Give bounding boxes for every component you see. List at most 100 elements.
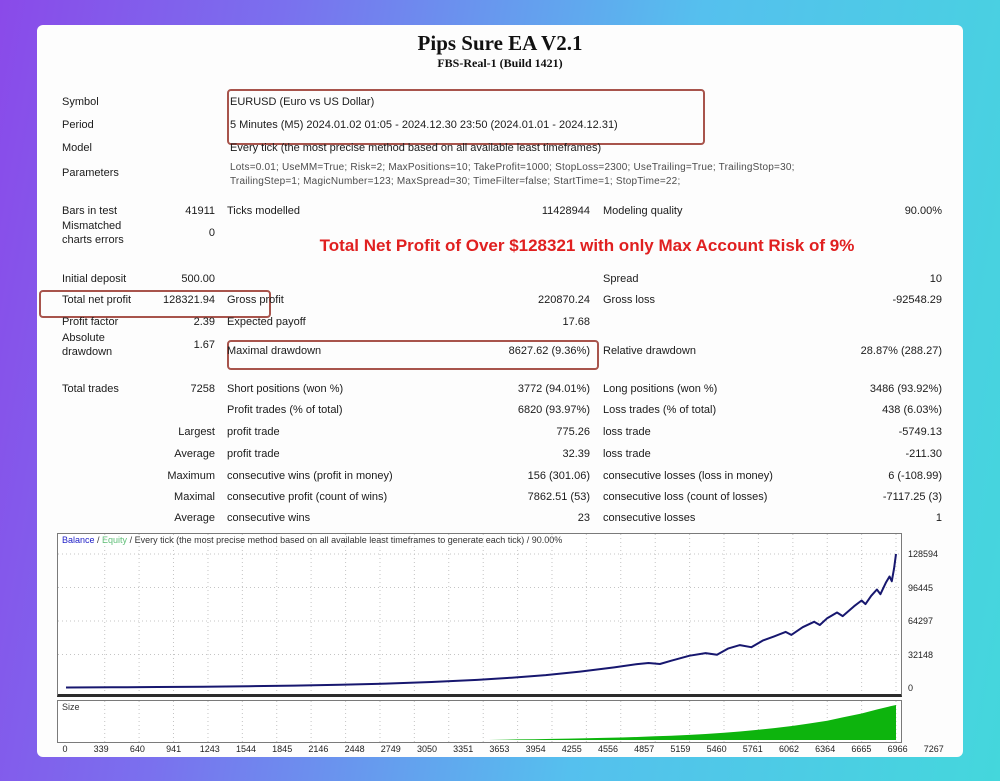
x-tick-label: 6665 xyxy=(851,744,872,754)
y-tick-label: 32148 xyxy=(908,649,934,660)
maximal-drawdown-value: 8627.62 (9.36%) xyxy=(508,345,590,357)
consec-losses-money-label: consecutive losses (loss in money) xyxy=(603,470,773,482)
maximal-label: Maximal xyxy=(174,491,215,503)
x-tick-label: 2448 xyxy=(344,744,365,754)
relative-drawdown-label: Relative drawdown xyxy=(603,345,696,357)
gross-profit-label: Gross profit xyxy=(227,294,284,306)
gross-loss-value: -92548.29 xyxy=(892,294,942,306)
total-net-profit-value: 128321.94 xyxy=(163,294,215,306)
period-label: Period xyxy=(62,119,94,131)
absolute-drawdown-value: 1.67 xyxy=(193,339,215,351)
profit-factor-row: Profit factor 2.39 Expected payoff 17.68 xyxy=(37,316,963,331)
parameters-value-line1: Lots=0.01; UseMM=True; Risk=2; MaxPositi… xyxy=(230,162,795,173)
x-tick-label: 6966 xyxy=(887,744,908,754)
x-tick-label: 5159 xyxy=(670,744,691,754)
lot-size-bars xyxy=(66,701,897,742)
bars-in-test-row: Bars in test 41911 Ticks modelled 114289… xyxy=(37,205,963,220)
report-title: Pips Sure EA V2.1 xyxy=(417,31,583,55)
bars-in-test-value: 41911 xyxy=(185,205,215,217)
legend-balance: Balance xyxy=(62,535,95,545)
symbol-label: Symbol xyxy=(62,96,99,108)
long-positions-value: 3486 (93.92%) xyxy=(869,383,942,395)
modelling-quality-value: 90.00% xyxy=(904,205,942,217)
x-tick-label: 3954 xyxy=(525,744,546,754)
expected-payoff-value: 17.68 xyxy=(562,316,590,328)
mismatched-value: 0 xyxy=(208,227,215,239)
x-tick-label: 1845 xyxy=(272,744,293,754)
consec-wins-money-label: consecutive wins (profit in money) xyxy=(227,470,393,482)
x-tick-label: 941 xyxy=(166,744,182,754)
bars-in-test-label: Bars in test xyxy=(62,205,118,217)
x-tick-label: 1243 xyxy=(199,744,220,754)
x-tick-label: 640 xyxy=(129,744,145,754)
loss-trades-value: 438 (6.03%) xyxy=(882,404,942,416)
profit-trades-value: 6820 (93.97%) xyxy=(517,404,590,416)
ticks-modelled-value: 11428944 xyxy=(541,205,590,217)
largest-profit-trade-value: 775.26 xyxy=(556,426,590,438)
maximum-label: Maximum xyxy=(167,470,215,482)
drawdown-row: Absolute drawdown 1.67 Maximal drawdown … xyxy=(37,332,963,358)
avg-consec-wins-label: consecutive wins xyxy=(227,512,311,524)
parameters-value-line2: TrailingStep=1; MagicNumber=123; MaxSpre… xyxy=(230,176,681,187)
avg-consec-losses-label: consecutive losses xyxy=(603,512,696,524)
y-tick-label: 64297 xyxy=(908,616,934,626)
legend-equity: Equity xyxy=(102,535,128,545)
largest-profit-trade-label: profit trade xyxy=(227,426,280,438)
symbol-row: Symbol EURUSD (Euro vs US Dollar) xyxy=(37,96,963,111)
initial-deposit-row: Initial deposit 500.00 Spread 10 xyxy=(37,273,963,288)
modelling-quality-label: Modeling quality xyxy=(603,205,683,217)
avg-consec-wins-value: 23 xyxy=(577,512,590,524)
avg-consec-losses-value: 1 xyxy=(935,512,942,524)
gross-profit-value: 220870.24 xyxy=(538,294,590,306)
highlight-box-total-net-profit xyxy=(39,290,271,318)
mismatched-row: Mismatched charts errors 0 xyxy=(37,220,963,246)
max-consec-losses-value: 6 (-108.99) xyxy=(888,470,942,482)
size-panel-label: Size xyxy=(62,702,80,712)
total-trades-value: 7258 xyxy=(190,383,215,395)
model-row: Model Every tick (the most precise metho… xyxy=(37,142,963,157)
long-positions-label: Long positions (won %) xyxy=(603,383,718,395)
legend-description: Every tick (the most precise method base… xyxy=(134,535,563,545)
legend-separator: / xyxy=(94,535,103,545)
x-tick-label: 4857 xyxy=(634,744,655,754)
x-tick-label: 1544 xyxy=(235,744,257,754)
average-trade-row: Average profit trade 32.39 loss trade -2… xyxy=(37,448,963,463)
expected-payoff-label: Expected payoff xyxy=(227,316,306,328)
consec-profit-label: consecutive profit (count of wins) xyxy=(227,491,388,503)
profit-factor-value: 2.39 xyxy=(193,316,215,328)
largest-label: Largest xyxy=(178,426,215,438)
relative-drawdown-value: 28.87% (288.27) xyxy=(860,345,942,357)
total-trades-label: Total trades xyxy=(62,383,119,395)
initial-deposit-label: Initial deposit xyxy=(62,273,127,285)
parameters-label: Parameters xyxy=(62,167,119,179)
period-value: 5 Minutes (M5) 2024.01.02 01:05 - 2024.1… xyxy=(230,119,618,131)
average-profit-trade-value: 32.39 xyxy=(562,448,590,460)
x-tick-label: 339 xyxy=(93,744,109,754)
average-label: Average xyxy=(174,448,215,460)
average-profit-trade-label: profit trade xyxy=(227,448,280,460)
spread-label: Spread xyxy=(603,273,639,285)
loss-trades-label: Loss trades (% of total) xyxy=(603,404,717,416)
x-tick-label: 5761 xyxy=(742,744,763,754)
y-tick-label: 128594 xyxy=(908,549,939,559)
model-value: Every tick (the most precise method base… xyxy=(230,142,602,154)
average-loss-trade-label: loss trade xyxy=(603,448,651,460)
x-tick-label: 5460 xyxy=(706,744,727,754)
short-positions-label: Short positions (won %) xyxy=(227,383,344,395)
average-loss-trade-value: -211.30 xyxy=(905,448,943,460)
balance-chart-plot-area: Balance / Equity / Every tick (the most … xyxy=(57,533,902,697)
max-consec-profit-value: 7862.51 (53) xyxy=(527,491,590,503)
spread-value: 10 xyxy=(929,273,942,285)
lot-size-panel: Size xyxy=(57,700,902,743)
y-tick-label: 0 xyxy=(908,683,914,693)
balance-equity-curve xyxy=(58,534,901,691)
maximal-consecutive-row: Maximal consecutive profit (count of win… xyxy=(37,491,963,506)
profit-trades-row: Profit trades (% of total) 6820 (93.97%)… xyxy=(37,404,963,419)
maximal-drawdown-label: Maximal drawdown xyxy=(227,345,322,357)
average-consecutive-row: Average consecutive wins 23 consecutive … xyxy=(37,512,963,527)
largest-trade-row: Largest profit trade 775.26 loss trade -… xyxy=(37,426,963,441)
mismatched-label-line2: charts errors xyxy=(62,234,124,246)
period-row: Period 5 Minutes (M5) 2024.01.02 01:05 -… xyxy=(37,119,963,134)
x-tick-label: 2749 xyxy=(380,744,401,754)
balance-chart: Balance / Equity / Every tick (the most … xyxy=(57,533,944,755)
